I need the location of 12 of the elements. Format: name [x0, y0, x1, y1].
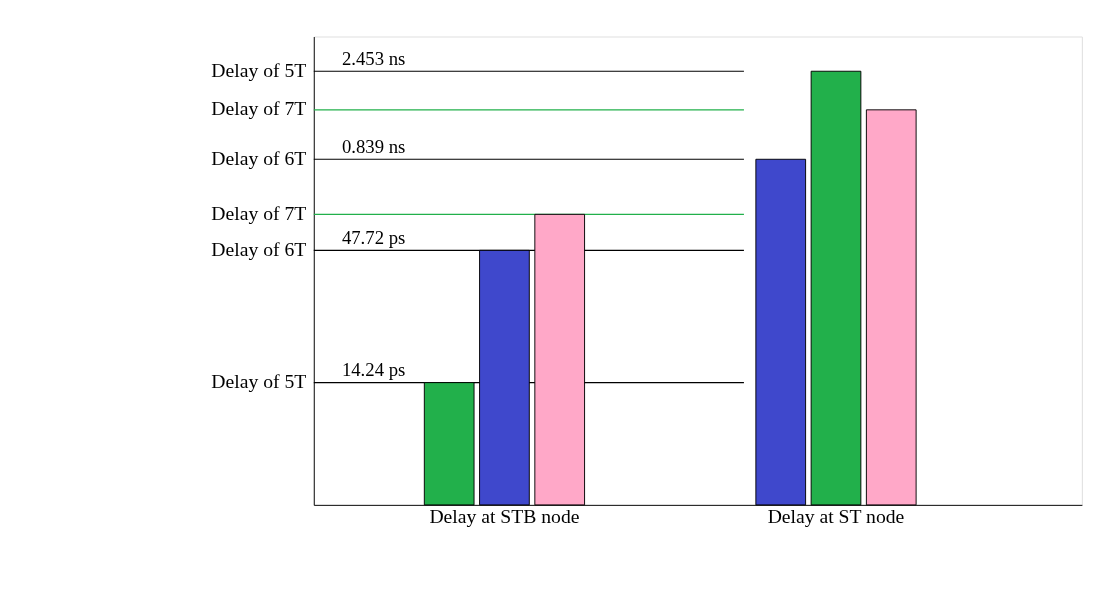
- ref-line-label: 14.24 ps: [341, 359, 406, 381]
- ref-line-label: 47.72 ps: [341, 226, 406, 248]
- x-tick-label: Delay at STB node: [429, 505, 580, 528]
- text: Delay of 5T: [211, 58, 307, 81]
- text: Delay of 5T: [211, 370, 307, 393]
- text: Delay of 7T: [211, 97, 307, 120]
- text: Delay of 6T: [211, 237, 307, 260]
- ref-line-label: 0.839 ns: [341, 135, 406, 157]
- x-tick-label: Delay at ST node: [767, 505, 905, 528]
- ref-line-label: 2.453 ns: [341, 47, 406, 69]
- text: Delay of 6T: [211, 146, 307, 169]
- text: Delay of 7T: [211, 201, 307, 224]
